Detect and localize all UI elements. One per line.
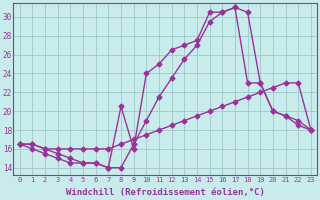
X-axis label: Windchill (Refroidissement éolien,°C): Windchill (Refroidissement éolien,°C) — [66, 188, 265, 197]
